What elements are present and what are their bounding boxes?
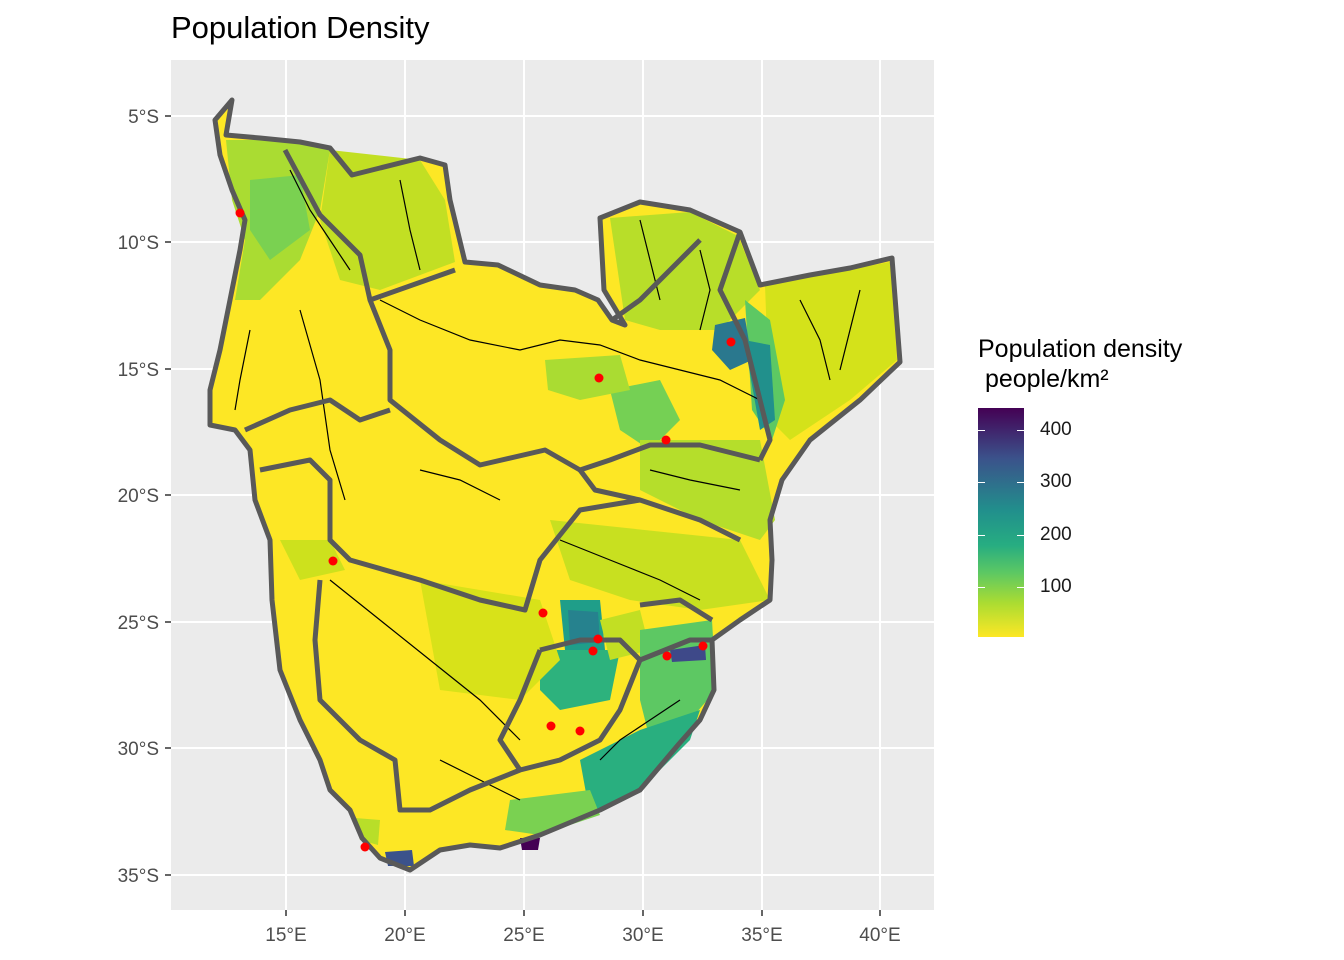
city-point [588, 646, 598, 656]
legend-tick [978, 430, 985, 431]
legend-label: 200 [1040, 524, 1072, 545]
legend-tick [978, 587, 985, 588]
city-point [661, 435, 671, 445]
x-tick-label: 40°E [859, 925, 900, 946]
city-point [546, 721, 556, 731]
city-points [235, 208, 736, 852]
legend-tick [978, 482, 985, 483]
city-point [360, 842, 370, 852]
legend-tick [1017, 587, 1024, 588]
city-point [538, 608, 548, 618]
x-tick-label: 20°E [384, 925, 425, 946]
city-point [726, 337, 736, 347]
city-point [328, 556, 338, 566]
density-patches [226, 140, 897, 866]
y-tick-label: 25°S [118, 613, 159, 634]
city-point [575, 726, 585, 736]
legend-title: Population density people/km² [978, 335, 1183, 393]
city-point [235, 208, 245, 218]
y-tick-label: 5°S [128, 107, 159, 128]
x-tick-label: 25°E [503, 925, 544, 946]
x-tick-label: 15°E [265, 925, 306, 946]
map-title: Population Density [171, 10, 430, 45]
rivers [234, 169, 861, 801]
y-tick-label: 10°S [118, 233, 159, 254]
basin-boundaries [207, 97, 903, 873]
legend-label: 300 [1040, 471, 1072, 492]
y-tick-label: 20°S [118, 486, 159, 507]
legend-tick [1017, 535, 1024, 536]
x-tick-label: 35°E [741, 925, 782, 946]
legend-colorbar [978, 408, 1024, 637]
city-point [594, 373, 604, 383]
axis-ticks [165, 115, 881, 916]
x-tick-label: 30°E [622, 925, 663, 946]
legend-label: 100 [1040, 576, 1072, 597]
city-point [662, 651, 672, 661]
legend-label: 400 [1040, 419, 1072, 440]
legend-tick [978, 535, 985, 536]
y-tick-label: 30°S [118, 739, 159, 760]
legend-tick [1017, 430, 1024, 431]
y-tick-label: 35°S [118, 866, 159, 887]
y-tick-label: 15°S [118, 360, 159, 381]
city-point [593, 634, 603, 644]
city-point [698, 641, 708, 651]
legend-tick [1017, 482, 1024, 483]
